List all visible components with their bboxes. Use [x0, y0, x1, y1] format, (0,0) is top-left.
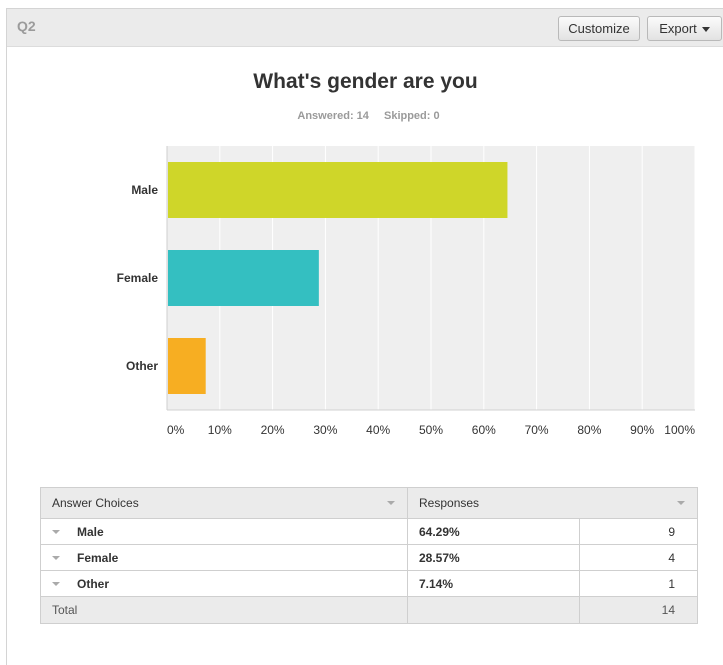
choice-cell[interactable]: Female — [40, 544, 408, 571]
percent-cell: 7.14% — [407, 570, 580, 597]
x-tick-label: 70% — [525, 423, 549, 437]
table-row: Female 28.57% 4 — [40, 544, 699, 571]
chart-title: What's gender are you — [253, 70, 478, 93]
chevron-down-icon[interactable] — [52, 582, 60, 587]
bar-other — [168, 338, 206, 394]
sort-caret-icon — [387, 501, 395, 505]
count-cell: 1 — [578, 570, 699, 597]
sort-caret-icon — [677, 501, 685, 505]
x-tick-label: 20% — [261, 423, 285, 437]
choice-cell[interactable]: Other — [40, 570, 408, 597]
x-tick-label: 90% — [630, 423, 654, 437]
percent-cell: 28.57% — [407, 544, 580, 571]
response-stats: Answered: 14 Skipped: 0 — [0, 110, 723, 122]
x-tick-label: 80% — [577, 423, 601, 437]
table-row: Male 64.29% 9 — [40, 518, 699, 545]
x-tick-label: 50% — [419, 423, 443, 437]
count-cell: 9 — [578, 518, 699, 545]
category-label: Other — [126, 359, 158, 373]
answer-choices-header-label: Answer Choices — [52, 496, 139, 510]
percent-cell: 64.29% — [407, 518, 580, 545]
chevron-down-icon[interactable] — [52, 556, 60, 561]
choice-label: Other — [77, 576, 110, 591]
table-header-row: Answer Choices Responses — [40, 487, 698, 519]
question-header: Q2 Customize Export — [7, 9, 723, 47]
skipped-count: Skipped: 0 — [383, 110, 440, 122]
x-tick-label: 60% — [472, 423, 496, 437]
responses-header[interactable]: Responses — [407, 487, 698, 519]
export-button[interactable]: Export — [647, 16, 722, 41]
question-number: Q2 — [17, 18, 36, 34]
answer-choices-header[interactable]: Answer Choices — [40, 487, 408, 519]
bar-chart: 0% 10% 20% 30% 40% 50% 60% 70% 80% 90% 100% Male Fem… — [117, 146, 696, 437]
x-tick-label: 100% — [664, 423, 695, 437]
choice-label: Male — [77, 524, 104, 539]
total-count: 14 — [578, 596, 699, 624]
x-tick-label: 40% — [366, 423, 390, 437]
chevron-down-icon[interactable] — [52, 530, 60, 535]
bar-female — [168, 250, 319, 306]
category-label: Female — [117, 271, 159, 285]
total-label: Total — [40, 596, 408, 624]
responses-header-label: Responses — [419, 496, 480, 510]
table-row: Other 7.14% 1 — [40, 570, 699, 597]
category-label: Male — [131, 183, 158, 197]
responses-table: Answer Choices Responses Male 64.29% 9 F… — [40, 487, 699, 624]
customize-button[interactable]: Customize — [558, 16, 640, 41]
count-cell: 4 — [578, 544, 699, 571]
customize-label: Customize — [568, 21, 630, 36]
choice-label: Female — [77, 550, 119, 565]
answered-count: Answered: 14 — [297, 110, 369, 122]
chevron-down-icon — [701, 27, 710, 33]
total-row: Total 14 — [40, 596, 699, 624]
x-tick-label: 0% — [167, 423, 185, 437]
export-label: Export — [659, 21, 697, 36]
choice-cell[interactable]: Male — [40, 518, 408, 545]
x-tick-label: 10% — [208, 423, 232, 437]
bar-male — [168, 162, 508, 218]
x-tick-label: 30% — [313, 423, 337, 437]
